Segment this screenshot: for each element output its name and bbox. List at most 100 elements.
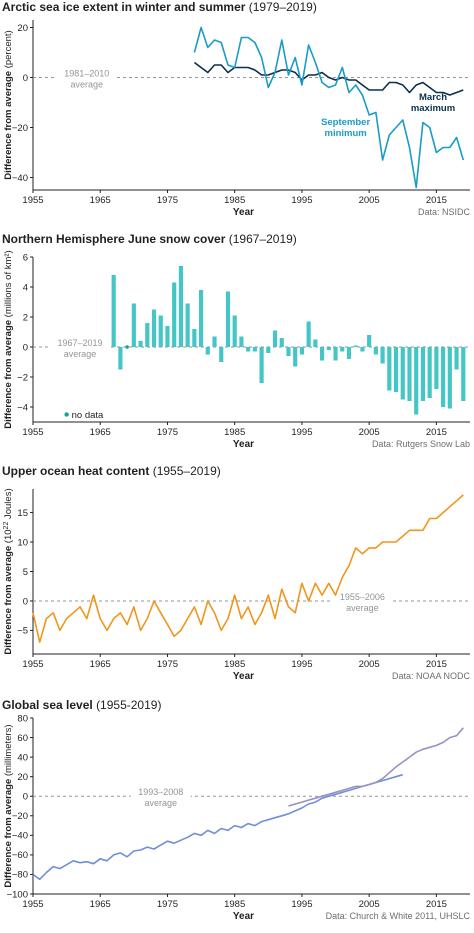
bar	[272, 330, 278, 347]
bar	[158, 315, 163, 347]
bar	[306, 321, 311, 347]
average-label-line1: 1981–2010	[64, 69, 109, 79]
x-tick-label: 1995	[291, 195, 312, 206]
y-tick-label: −80	[12, 870, 28, 881]
average-label-bg	[50, 336, 111, 360]
y-tick-label: 6	[23, 252, 28, 263]
series-label-march-line2: maximum	[411, 103, 455, 114]
bar	[225, 291, 231, 347]
x-tick-label: 1985	[224, 195, 245, 206]
y-tick-label: 10	[17, 537, 28, 548]
bar	[192, 329, 197, 347]
average-label-bg	[130, 785, 191, 810]
x-tick-label: 1985	[224, 659, 245, 670]
y-tick-label: 20	[17, 772, 28, 783]
panel-title-main: Upper ocean heat content	[2, 464, 150, 478]
y-tick-label: 0	[23, 792, 28, 803]
bar	[239, 336, 244, 347]
series-line-1	[288, 727, 464, 807]
y-tick-label: −40	[12, 831, 28, 842]
average-label-line1: 1967–2019	[58, 338, 103, 348]
bar	[393, 347, 399, 392]
bar	[454, 347, 459, 370]
y-tick-label: −2	[17, 372, 28, 383]
y-tick-label: 0	[23, 73, 28, 84]
y-axis-label: Difference from average (millions of km²…	[3, 250, 14, 428]
x-tick-label: 1975	[157, 195, 178, 206]
arctic-sea-ice-chart: 20 0 −20 −40 1955 1965 1975 1985 1995 2005 2015 Yea…	[3, 20, 470, 218]
no-data-legend-label: no data	[72, 410, 104, 421]
bar	[279, 338, 284, 347]
panel-title-years: (1955–2019)	[152, 464, 221, 478]
x-axis-label: Year	[233, 671, 254, 682]
ocean-heat-panel: Upper ocean heat content (1955–2019) 15 1…	[0, 464, 474, 694]
panel-title-years: (1979–2019)	[248, 0, 317, 14]
x-tick-label: 1985	[224, 427, 245, 438]
series-label-march-line1: March	[419, 92, 447, 103]
x-tick-label: 1965	[90, 659, 111, 670]
bar	[293, 347, 298, 367]
panel-title-main: Arctic sea ice extent in winter and summ…	[2, 0, 246, 14]
average-label-bg	[332, 589, 393, 614]
bar	[266, 347, 271, 353]
panel-title-years: (1955-2019)	[96, 698, 162, 712]
bar	[340, 347, 345, 352]
series-line-0	[32, 494, 464, 643]
y-tick-label: 40	[17, 752, 28, 763]
series-label-september-line2: minimum	[325, 128, 367, 139]
bar	[185, 303, 190, 347]
bar	[461, 347, 466, 401]
y-axis-label: Difference from average (millimeters)	[3, 724, 14, 887]
bar	[111, 275, 116, 347]
bar	[346, 347, 352, 359]
bar	[145, 323, 150, 347]
sea-level-panel: Global sea level (1955-2019) 80 60 40 20 0 −2…	[0, 698, 474, 933]
y-tick-label: −100	[7, 889, 28, 900]
y-axis-label: Difference from average (1022 Joules)	[3, 488, 15, 654]
panel-title-years: (1967–2019)	[228, 232, 297, 246]
data-source: Data: NOAA NODC	[392, 671, 471, 681]
bar	[427, 347, 432, 398]
average-label-bg	[56, 66, 117, 91]
bar	[219, 347, 224, 362]
y-tick-label: 4	[23, 282, 28, 293]
bar	[172, 282, 177, 347]
y-tick-label: 0	[23, 596, 28, 607]
no-data-marker	[125, 345, 129, 349]
bar	[387, 347, 392, 391]
bar	[212, 336, 217, 347]
y-tick-label: 60	[17, 733, 28, 744]
bar	[313, 339, 318, 347]
snow-cover-chart: 6 4 2 0 −2 −4 1955 1965 1975 1985 1995 2005 2015 Year…	[3, 250, 470, 450]
bar	[131, 303, 136, 347]
bar	[373, 347, 378, 355]
y-tick-label: −5	[17, 626, 28, 637]
bar	[205, 347, 210, 355]
bar	[400, 347, 405, 400]
x-tick-label: 1955	[22, 195, 43, 206]
snow-cover-panel: Northern Hemisphere June snow cover (196…	[0, 232, 474, 464]
panel-title-main: Northern Hemisphere June snow cover	[2, 232, 226, 246]
bar	[138, 341, 143, 347]
ocean-heat-chart: 15 10 5 0 −5 1955 1965 1975 1985 1995 2005 2015 Year…	[3, 488, 471, 682]
x-tick-label: 1955	[22, 427, 43, 438]
bar	[252, 347, 257, 352]
y-tick-label: −60	[12, 850, 28, 861]
y-tick-label: 20	[17, 23, 28, 34]
bar	[198, 290, 204, 347]
x-tick-label: 1965	[90, 427, 111, 438]
data-source: Data: Rutgers Snow Lab	[372, 439, 470, 449]
no-data-legend-marker	[64, 412, 69, 417]
x-axis-label: Year	[233, 207, 254, 218]
x-tick-label: 2015	[426, 195, 447, 206]
x-axis-label: Year	[233, 911, 254, 922]
y-tick-label: −4	[17, 402, 28, 413]
bar	[286, 347, 291, 356]
x-tick-label: 1955	[22, 659, 43, 670]
average-label-line2: average	[144, 798, 177, 808]
x-axis-label: Year	[233, 439, 254, 450]
bar	[165, 326, 170, 347]
y-tick-label: 5	[23, 567, 28, 578]
x-tick-label: 1965	[90, 899, 111, 910]
